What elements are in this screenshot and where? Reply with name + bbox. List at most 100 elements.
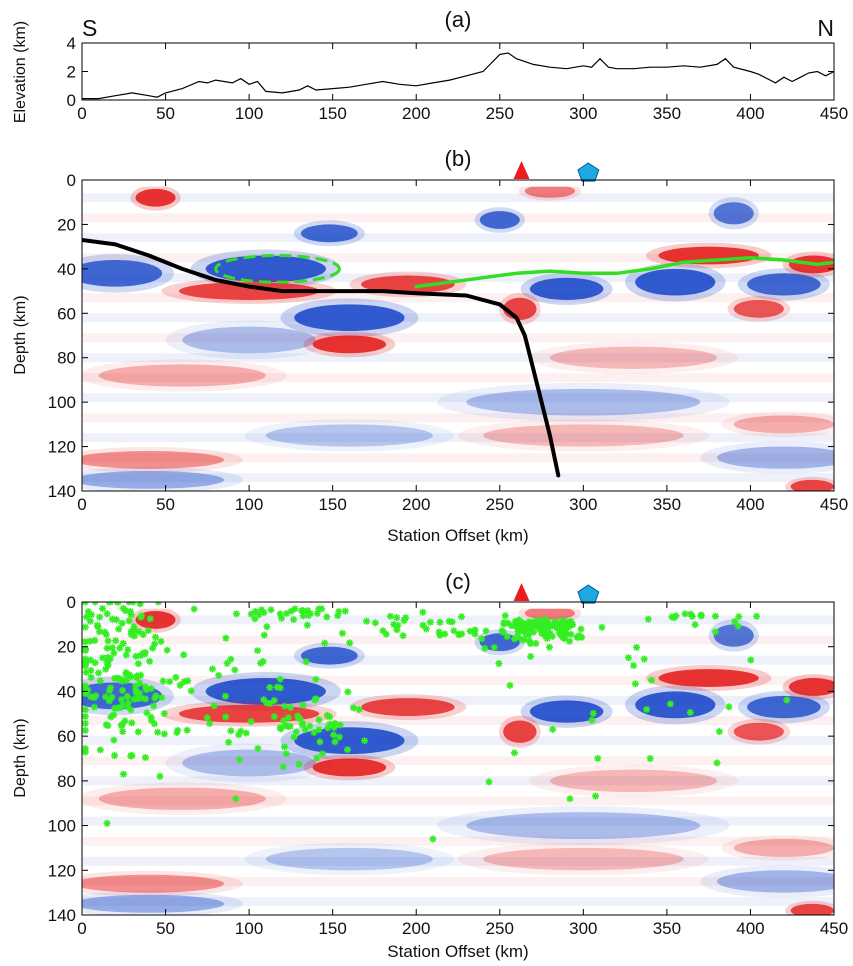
earthquake-point (127, 630, 135, 638)
panel-a: (a) S N 0 50 100 150 200 250 300 350 400 450 0 2 4 E… (12, 7, 848, 123)
anomaly-halo (82, 890, 243, 915)
earthquake-point (183, 726, 191, 734)
earthquake-point (141, 754, 149, 762)
earthquake-point (506, 681, 514, 689)
slow-velocity-anomaly (524, 606, 575, 620)
earthquake-point (150, 702, 158, 710)
earthquake-point (111, 752, 119, 760)
earthquake-point (159, 677, 167, 685)
y-tick-label: 0 (67, 593, 76, 612)
x-tick-label: 150 (318, 919, 346, 938)
earthquake-point (419, 621, 427, 629)
earthquake-point (553, 619, 561, 627)
earthquake-point (598, 623, 606, 631)
earthquake-point (313, 754, 321, 762)
panel-b: (b) 0 50 100 150 200 250 300 350 400 450 0 20 40 60 80… (12, 146, 848, 545)
anomaly-halo (785, 900, 834, 915)
anomaly-halo (244, 419, 454, 452)
earthquake-point (260, 696, 268, 704)
anomaly-halo (474, 207, 525, 233)
earthquake-point (82, 623, 89, 631)
slow-velocity-anomaly (549, 346, 718, 369)
anomaly-halo (82, 359, 287, 392)
earthquake-point (681, 610, 689, 618)
earthquake-point (266, 700, 274, 708)
earthquake-point (715, 728, 723, 736)
x-tick-label: 450 (820, 104, 848, 123)
x-tick-label: 0 (77, 495, 86, 514)
earthquake-point (172, 673, 180, 681)
earthquake-point (426, 618, 434, 626)
elevation-line (82, 52, 834, 100)
earthquake-point (326, 720, 334, 728)
earthquake-point (108, 693, 116, 701)
earthquake-point (111, 674, 119, 682)
earthquake-point (127, 673, 135, 681)
anomaly-halo (349, 694, 467, 721)
panel-a-label: (a) (445, 7, 472, 32)
x-tick-label: 200 (402, 104, 430, 123)
earthquake-point (119, 639, 127, 647)
earthquake-point (346, 639, 354, 647)
earthquake-point (435, 628, 443, 636)
earthquake-point (458, 613, 466, 621)
panel-c-velocity-field (82, 602, 834, 915)
earthquake-point (156, 772, 164, 780)
earthquake-point (299, 607, 307, 615)
y-tick-label: 120 (48, 438, 76, 457)
earthquake-point (312, 675, 320, 683)
earthquake-point (160, 710, 168, 718)
x-tick-label: 100 (235, 104, 263, 123)
earthquake-point (146, 657, 154, 665)
earthquake-point (134, 728, 142, 736)
earthquake-point (485, 778, 493, 786)
x-tick-label: 0 (77, 104, 86, 123)
anomaly-halo (498, 292, 541, 325)
field-stripe (82, 373, 834, 383)
earthquake-point (361, 737, 369, 745)
slow-velocity-anomaly (312, 335, 387, 354)
field-background (82, 602, 834, 915)
earthquake-point (130, 623, 138, 631)
earthquake-point (419, 608, 427, 616)
earthquake-point (104, 661, 112, 669)
earthquake-point (323, 613, 331, 621)
y-tick-label: 80 (57, 772, 76, 791)
earthquake-point (95, 669, 103, 677)
earthquake-point (546, 629, 554, 637)
earthquake-point (313, 609, 321, 617)
earthquake-point (135, 628, 143, 636)
earthquake-point (124, 703, 132, 711)
earthquake-point (103, 819, 111, 827)
earthquake-point (223, 659, 231, 667)
earthquake-point (124, 693, 132, 701)
x-tick-label: 300 (569, 104, 597, 123)
earthquake-point (522, 630, 530, 638)
fast-velocity-anomaly (717, 446, 834, 469)
earthquake-point (666, 700, 674, 708)
x-tick-label: 300 (569, 495, 597, 514)
earthquake-point (575, 632, 583, 640)
earthquake-point (450, 627, 458, 635)
earthquake-point (103, 644, 111, 652)
x-tick-label: 300 (569, 919, 597, 938)
earthquake-point (127, 611, 135, 619)
fast-velocity-anomaly (300, 224, 358, 243)
field-stripe (82, 655, 834, 665)
field-stripe (82, 615, 834, 625)
anomaly-halo (727, 718, 791, 745)
earthquake-point (344, 688, 352, 696)
earthquake-point (291, 605, 299, 613)
earthquake-point (441, 630, 449, 638)
earthquake-point (390, 620, 398, 628)
x-tick-label: 150 (318, 104, 346, 123)
x-tick-label: 450 (820, 495, 848, 514)
earthquake-point (280, 743, 288, 751)
fast-velocity-anomaly (82, 259, 163, 287)
earthquake-point (157, 637, 165, 645)
anomaly-halo (782, 673, 834, 700)
earthquake-point (393, 614, 401, 622)
earthquake-point (630, 662, 638, 670)
earthquake-point (284, 723, 292, 731)
earthquake-point (481, 644, 489, 652)
